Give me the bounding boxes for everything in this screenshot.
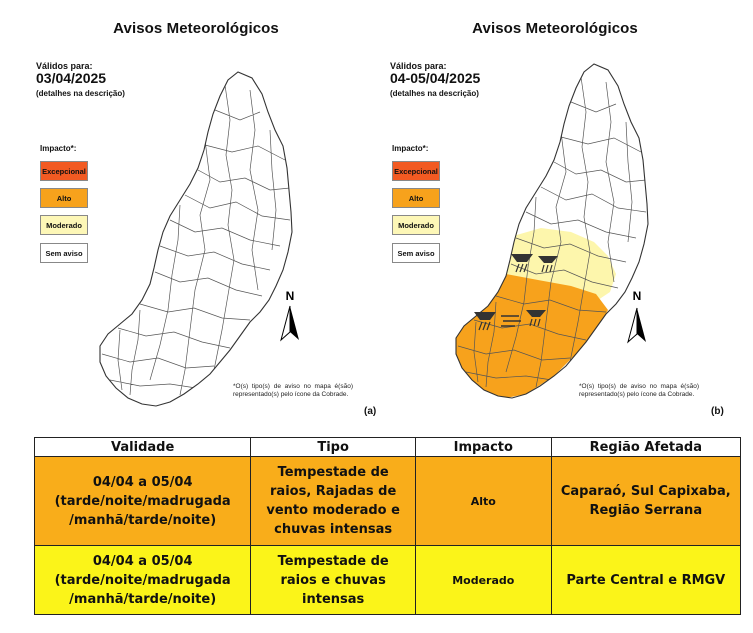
cell-tipo: Tempestade de raios e chuvas intensas — [250, 545, 416, 615]
legend-item-excepcional: Excepcional — [40, 161, 88, 181]
cell-impacto: Moderado — [414, 545, 552, 615]
rain-warning-icon — [526, 310, 546, 327]
state-outline — [455, 63, 649, 399]
north-label: N — [633, 289, 642, 303]
state-map: N — [99, 71, 299, 407]
panel-tag: (b) — [711, 406, 724, 417]
legend-item-moderado: Moderado — [40, 215, 88, 235]
cell-regiao: Caparaó, Sul Capixaba, Região Serrana — [550, 456, 742, 546]
legend-item-excepcional: Excepcional — [392, 161, 440, 181]
wind-warning-icon — [501, 315, 521, 327]
cell-impacto: Alto — [414, 456, 552, 546]
warning-zone-alto — [456, 272, 608, 398]
rain-warning-icon — [538, 256, 558, 273]
panel-title: Avisos Meteorológicos — [472, 20, 638, 37]
map-footnote: *O(s) tipo(s) de aviso no mapa é(são) re… — [233, 383, 353, 398]
header-regiao: Região Afetada — [550, 437, 742, 457]
table-row: 04/04 a 05/04 (tarde/noite/madrugada /ma… — [33, 545, 742, 615]
legend-item-alto: Alto — [40, 188, 88, 208]
valid-note: (detalhes na descrição) — [36, 89, 125, 98]
legend-item-sem-aviso: Sem aviso — [40, 243, 88, 263]
valid-note: (detalhes na descrição) — [390, 89, 479, 98]
valid-date: 04-05/04/2025 — [390, 70, 481, 86]
storm-warning-icon — [511, 254, 533, 273]
panel-tag: (a) — [364, 406, 377, 417]
legend-item-alto: Alto — [392, 188, 440, 208]
header-tipo: Tipo — [250, 437, 416, 457]
cell-tipo: Tempestade de raios, Rajadas de vento mo… — [250, 456, 416, 546]
map-panel-a: Avisos Meteorológicos Válidos para: 03/0… — [0, 0, 376, 425]
panel-title: Avisos Meteorológicos — [113, 20, 279, 37]
north-label: N — [286, 289, 295, 303]
north-arrow — [280, 305, 299, 342]
state-outline — [99, 71, 293, 407]
cell-regiao: Parte Central e RMGV — [550, 545, 742, 615]
table-row: 04/04 a 05/04 (tarde/noite/madrugada /ma… — [33, 456, 742, 546]
cell-validade: 04/04 a 05/04 (tarde/noite/madrugada /ma… — [33, 456, 252, 546]
valid-date: 03/04/2025 — [36, 70, 107, 86]
header-validade: Validade — [33, 437, 252, 457]
legend-item-moderado: Moderado — [392, 215, 440, 235]
storm-warning-icon — [474, 312, 496, 331]
valid-label: Válidos para: — [36, 61, 93, 71]
north-arrow — [627, 307, 646, 344]
municipal-boundaries — [101, 84, 291, 396]
cell-validade: 04/04 a 05/04 (tarde/noite/madrugada /ma… — [33, 545, 252, 615]
legend-title: Impacto*: — [40, 144, 77, 153]
table-header-row: Validade Tipo Impacto Região Afetada — [33, 437, 742, 457]
warnings-table: Validade Tipo Impacto Região Afetada 04/… — [33, 437, 742, 615]
state-map: N — [455, 63, 649, 399]
valid-label: Válidos para: — [390, 61, 447, 71]
legend-item-sem-aviso: Sem aviso — [392, 243, 440, 263]
legend-title: Impacto*: — [392, 144, 429, 153]
header-impacto: Impacto — [414, 437, 552, 457]
map-panel-b: Avisos Meteorológicos Válidos para: 04-0… — [377, 0, 753, 425]
map-footnote: *O(s) tipo(s) de aviso no mapa é(são) re… — [579, 383, 699, 398]
